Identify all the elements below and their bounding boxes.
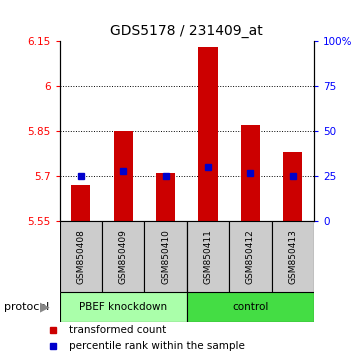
Bar — [60, 221, 102, 292]
Bar — [102, 221, 144, 292]
Text: GSM850408: GSM850408 — [76, 229, 85, 284]
Bar — [283, 152, 303, 221]
Text: PBEF knockdown: PBEF knockdown — [79, 302, 167, 312]
Bar — [60, 292, 187, 322]
Text: control: control — [232, 302, 269, 312]
Text: GSM850410: GSM850410 — [161, 229, 170, 284]
Text: protocol: protocol — [4, 302, 49, 312]
Text: percentile rank within the sample: percentile rank within the sample — [69, 341, 244, 352]
Text: GSM850411: GSM850411 — [204, 229, 213, 284]
Text: transformed count: transformed count — [69, 325, 166, 336]
Bar — [187, 292, 314, 322]
Bar — [114, 131, 133, 221]
Bar — [199, 47, 218, 221]
Bar — [272, 221, 314, 292]
Text: GSM850412: GSM850412 — [246, 229, 255, 284]
Bar — [229, 221, 271, 292]
Text: GSM850413: GSM850413 — [288, 229, 297, 284]
Text: ▶: ▶ — [40, 301, 50, 314]
Bar — [71, 184, 90, 221]
Bar — [144, 221, 187, 292]
Bar — [156, 173, 175, 221]
Bar — [241, 125, 260, 221]
Bar — [187, 221, 229, 292]
Title: GDS5178 / 231409_at: GDS5178 / 231409_at — [110, 24, 263, 38]
Text: GSM850409: GSM850409 — [119, 229, 128, 284]
